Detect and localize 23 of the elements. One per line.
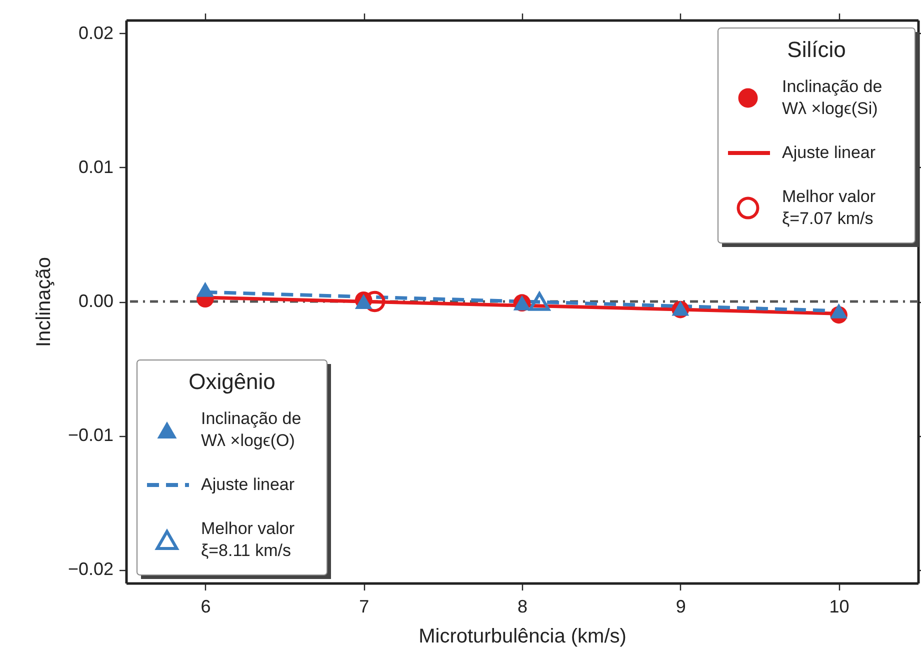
legend-label: Ajuste linear [201,475,295,494]
legend-label: Melhor valor ξ=7.07 km/s [782,187,876,228]
legend-label: Melhor valor ξ=8.11 km/s [201,519,295,560]
legend-label: Ajuste linear [782,143,876,162]
y-tick-label: −0.02 [68,559,114,580]
y-axis-title: Inclinação [32,256,55,348]
y-tick-label: −0.01 [68,425,114,446]
y-tick-label: 0.02 [78,22,114,43]
x-axis-title: Microturbulência (km/s) [418,626,626,648]
point [196,282,214,297]
x-tick-label: 8 [517,596,528,616]
point [528,292,550,311]
x-tick-label: 6 [200,596,211,616]
x-tick-label: 10 [829,596,850,616]
legend-label: Inclinação de Wλ ×logϵ(O) [201,409,302,450]
y-tick-label: 0.00 [78,291,114,311]
legend-label: Inclinação de Wλ ×logϵ(Si) [782,77,882,118]
text: Oxigênio [188,369,276,394]
x-tick-label: 7 [359,596,370,616]
x-tick-label: 9 [676,596,686,616]
text: Silício [787,37,846,62]
point [830,303,848,318]
y-tick-label: 0.01 [78,156,114,177]
